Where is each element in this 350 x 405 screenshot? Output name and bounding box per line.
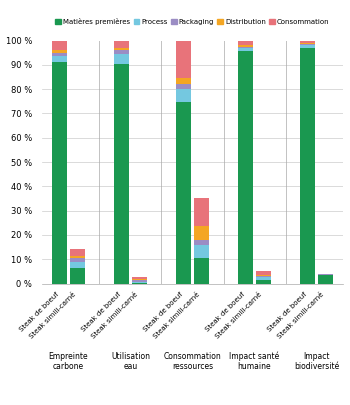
Bar [176, 89, 191, 102]
Text: Steak de boeuf: Steak de boeuf [266, 291, 308, 333]
Bar [70, 262, 85, 268]
Bar [70, 256, 85, 258]
Bar [238, 47, 253, 48]
Text: Steak de boeuf: Steak de boeuf [204, 291, 246, 333]
Text: Steak de boeuf: Steak de boeuf [18, 291, 60, 333]
Bar [194, 240, 209, 245]
Bar [194, 245, 209, 258]
Bar [52, 62, 67, 283]
Bar [70, 258, 85, 262]
Bar [114, 48, 130, 50]
Bar [256, 280, 271, 283]
Bar [176, 40, 191, 78]
Bar [300, 43, 315, 44]
Bar [238, 45, 253, 47]
Bar [176, 78, 191, 84]
Bar [194, 258, 209, 284]
Bar [52, 53, 67, 56]
Bar [238, 48, 253, 51]
Bar [176, 84, 191, 89]
Text: Steak simili-carné: Steak simili-carné [29, 291, 77, 339]
Bar [256, 275, 271, 276]
Bar [114, 64, 130, 283]
Bar [132, 283, 147, 284]
Bar [114, 54, 130, 64]
Text: Impact santé
humaine: Impact santé humaine [229, 352, 280, 371]
Bar [52, 56, 67, 62]
Bar [238, 40, 253, 45]
Bar [194, 198, 209, 226]
Bar [176, 102, 191, 284]
Text: Steak simili-carné: Steak simili-carné [277, 291, 326, 339]
Bar [132, 281, 147, 283]
Text: Utilisation
eau: Utilisation eau [111, 352, 150, 371]
Bar [70, 249, 85, 256]
Bar [114, 40, 130, 48]
Legend: Matières premières, Process, Packaging, Distribution, Consommation: Matières premières, Process, Packaging, … [52, 15, 332, 28]
Bar [300, 40, 315, 43]
Bar [132, 277, 147, 279]
Bar [300, 45, 315, 48]
Bar [256, 271, 271, 275]
Bar [238, 51, 253, 284]
Text: Consommation
ressources: Consommation ressources [164, 352, 222, 371]
Bar [300, 44, 315, 45]
Text: Steak de boeuf: Steak de boeuf [80, 291, 121, 333]
Text: Steak de boeuf: Steak de boeuf [142, 291, 184, 333]
Bar [132, 280, 147, 281]
Bar [256, 277, 271, 280]
Text: Steak simili-carné: Steak simili-carné [215, 291, 264, 339]
Text: Steak simili-carné: Steak simili-carné [91, 291, 139, 339]
Bar [256, 276, 271, 277]
Bar [300, 48, 315, 284]
Bar [318, 275, 333, 283]
Text: Steak simili-carné: Steak simili-carné [153, 291, 201, 339]
Bar [132, 279, 147, 280]
Bar [52, 50, 67, 53]
Bar [114, 50, 130, 54]
Bar [70, 268, 85, 284]
Bar [52, 40, 67, 50]
Text: Empreinte
carbone: Empreinte carbone [49, 352, 88, 371]
Text: Impact
biodiversité: Impact biodiversité [294, 352, 339, 371]
Bar [194, 226, 209, 240]
